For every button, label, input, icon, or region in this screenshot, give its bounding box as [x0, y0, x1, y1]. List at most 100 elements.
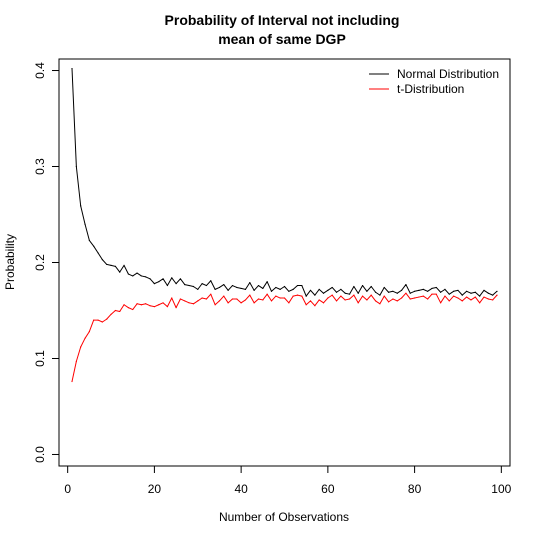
data-point	[379, 294, 381, 296]
data-point	[322, 302, 325, 304]
data-point	[427, 290, 429, 292]
data-point	[366, 290, 368, 292]
data-point	[114, 265, 116, 267]
data-point	[383, 286, 385, 289]
data-point	[340, 288, 342, 290]
data-point	[214, 288, 216, 290]
data-point	[479, 295, 481, 297]
data-point	[114, 309, 116, 312]
data-point	[236, 286, 238, 289]
series-layer	[71, 68, 498, 383]
chart-title-line-1: Probability of Interval not including	[165, 12, 400, 28]
data-point	[236, 298, 238, 300]
data-point	[435, 286, 437, 289]
data-point	[348, 298, 351, 300]
legend-label: Normal Distribution	[397, 67, 499, 81]
data-point	[101, 259, 103, 261]
data-point	[409, 292, 411, 294]
y-tick-label: 0.2	[33, 254, 47, 271]
data-point	[314, 305, 316, 307]
y-tick-label: 0.4	[33, 62, 47, 79]
data-point	[292, 295, 294, 297]
data-point	[257, 298, 260, 300]
data-point	[162, 278, 164, 280]
data-point	[483, 296, 485, 298]
data-point	[361, 284, 364, 287]
data-point	[188, 302, 190, 304]
data-point	[379, 303, 381, 305]
data-point	[344, 292, 346, 294]
data-point	[427, 298, 429, 300]
data-point	[335, 300, 338, 302]
data-point	[153, 283, 155, 285]
data-point	[175, 307, 177, 309]
data-point	[353, 294, 355, 296]
data-point	[440, 291, 442, 293]
data-point	[309, 300, 312, 302]
data-point	[149, 305, 151, 307]
data-point	[158, 281, 160, 283]
data-point	[88, 331, 90, 333]
data-point	[270, 300, 273, 302]
data-point	[470, 292, 472, 294]
data-point	[296, 294, 299, 296]
data-point	[400, 297, 403, 299]
data-point	[106, 318, 108, 320]
legend-label: t-Distribution	[397, 82, 464, 96]
data-point	[205, 284, 208, 287]
x-tick-label: 100	[491, 482, 511, 496]
data-point	[348, 293, 351, 295]
data-point	[318, 288, 320, 290]
data-point	[461, 294, 463, 296]
data-point	[353, 285, 355, 288]
chart-title-line-2: mean of same DGP	[218, 31, 346, 47]
data-point	[361, 295, 364, 297]
data-point	[244, 288, 247, 290]
data-point	[184, 283, 186, 286]
data-point	[327, 289, 329, 291]
data-point	[457, 289, 459, 291]
data-point	[279, 297, 281, 299]
data-point	[123, 264, 125, 266]
y-tick-label: 0.1	[33, 350, 47, 367]
data-point	[80, 205, 82, 207]
data-point	[123, 304, 125, 306]
x-tick-label: 40	[234, 482, 248, 496]
data-point	[431, 287, 433, 290]
data-point	[275, 295, 277, 297]
data-point	[136, 303, 138, 305]
data-point	[331, 286, 333, 289]
data-point	[166, 284, 169, 287]
data-point	[140, 304, 142, 306]
data-point	[145, 276, 147, 278]
data-point	[210, 280, 212, 282]
data-point	[414, 290, 416, 292]
x-axis-label: Number of Observations	[219, 510, 349, 524]
data-point	[223, 283, 225, 286]
y-tick-label: 0.0	[33, 446, 47, 463]
data-point	[396, 300, 398, 302]
data-point	[366, 299, 368, 301]
data-point	[344, 299, 346, 301]
data-point	[487, 298, 489, 300]
data-point	[487, 292, 489, 294]
data-point	[205, 298, 208, 300]
data-point	[75, 165, 77, 168]
data-point	[387, 301, 390, 303]
data-point	[292, 288, 294, 290]
data-point	[240, 302, 242, 304]
data-point	[435, 293, 437, 295]
data-point	[84, 223, 86, 225]
data-point	[405, 292, 407, 294]
y-tick-label: 0.3	[33, 158, 47, 175]
data-point	[140, 275, 142, 277]
data-point	[474, 291, 476, 293]
data-point	[387, 291, 390, 293]
data-point	[470, 299, 472, 301]
data-point	[101, 321, 103, 323]
data-point	[496, 290, 498, 292]
data-point	[158, 304, 160, 306]
data-point	[132, 308, 134, 311]
data-point	[218, 300, 221, 302]
